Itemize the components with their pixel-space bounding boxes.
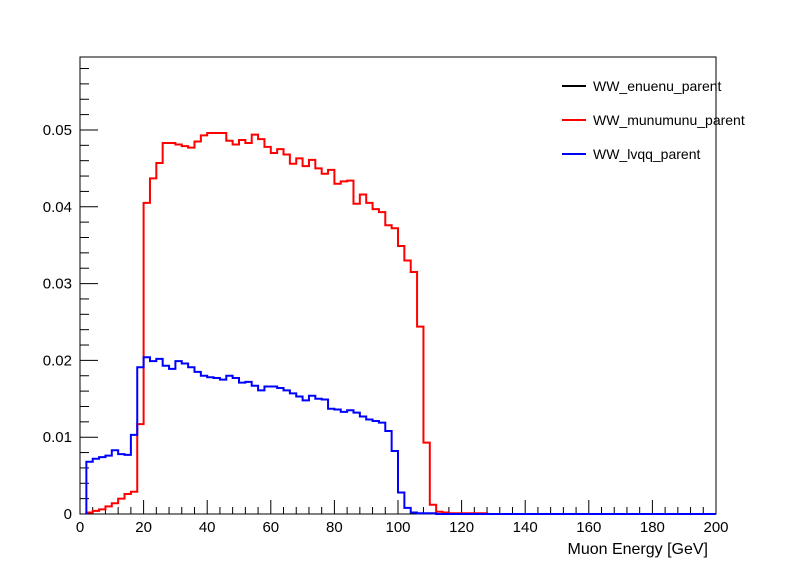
x-tick-label: 140: [513, 519, 538, 536]
y-tick-label: 0.05: [43, 122, 72, 139]
legend-label: WW_lvqq_parent: [593, 146, 700, 162]
x-tick-label: 60: [262, 519, 279, 536]
x-tick-label: 100: [385, 519, 410, 536]
y-tick-label: 0.04: [43, 199, 72, 216]
x-axis-label: Muon Energy [GeV]: [567, 541, 708, 558]
y-tick-label: 0.03: [43, 276, 72, 293]
x-tick-label: 40: [199, 519, 216, 536]
series-line-2: [85, 356, 716, 515]
legend-label: WW_munumunu_parent: [593, 112, 745, 128]
x-tick-label: 200: [703, 519, 728, 536]
x-tick-label: 180: [640, 519, 665, 536]
y-tick-label: 0: [64, 506, 72, 523]
x-tick-label: 120: [449, 519, 474, 536]
x-tick-label: 80: [326, 519, 343, 536]
x-tick-label: 160: [576, 519, 601, 536]
legend: WW_enuenu_parent WW_munumunu_parent WW_lvq…: [562, 78, 745, 162]
axis-ticks: 0 20 40 60 80 100 120 140 160 180 200 0 0.01 0.02 0.03…: [43, 68, 729, 536]
x-tick-label: 20: [135, 519, 152, 536]
series-line-1: [85, 132, 716, 515]
y-tick-label: 0.02: [43, 352, 72, 369]
y-tick-label: 0.01: [43, 429, 72, 446]
series-group: [85, 132, 716, 515]
legend-label: WW_enuenu_parent: [593, 78, 722, 94]
x-tick-label: 0: [76, 519, 84, 536]
